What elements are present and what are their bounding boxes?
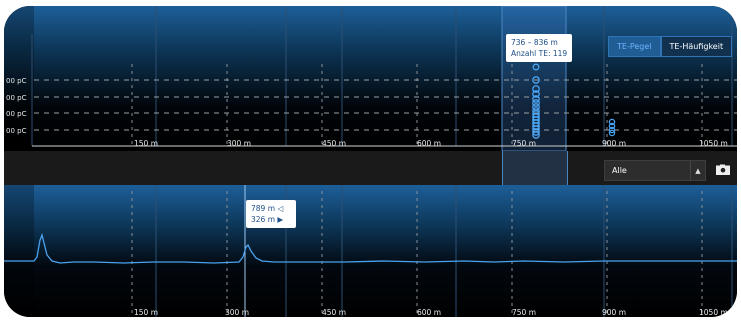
x-tick-label: 750 m — [512, 139, 536, 148]
vertical-minor-grid — [131, 64, 703, 146]
filter-dropdown[interactable]: Alle ▲ — [604, 160, 706, 181]
y-tick-label: 00 pC — [6, 110, 27, 118]
filter-value: Alle — [612, 166, 627, 175]
pd-level-plot: 00 pC 00 pC 00 pC 00 pC 150 m 300 m 450 … — [6, 6, 737, 151]
x-tick-label: 600 m — [417, 139, 441, 148]
triangle-right-icon[interactable]: ▶ — [277, 215, 284, 224]
pd-point — [608, 118, 616, 126]
y-tick-label: 00 pC — [6, 94, 27, 102]
pd-point — [532, 85, 540, 93]
selection-range: 736 – 836 m — [511, 38, 558, 47]
cursor-tooltip: 789 m ◁ 326 m ▶ — [246, 200, 296, 228]
x-tick-label: 150 m — [134, 308, 158, 317]
x-tick-label: 900 m — [602, 139, 626, 148]
x-tick-label: 900 m — [602, 308, 626, 317]
x-tick-label: 450 m — [322, 139, 346, 148]
x-tick-label: 600 m — [417, 308, 441, 317]
camera-icon[interactable] — [716, 164, 730, 175]
pd-point — [532, 63, 540, 71]
signal-trace-chart[interactable]: 150 m 300 m 450 m 600 m 750 m 900 m 1050… — [4, 185, 737, 317]
signal-trace-plot: 150 m 300 m 450 m 600 m 750 m 900 m 1050… — [4, 185, 737, 317]
pd-point — [532, 90, 540, 98]
selection-count: Anzahl TE: 119 — [511, 49, 568, 58]
horizontal-grid — [34, 79, 737, 131]
vertical-grid — [155, 185, 733, 317]
x-tick-label: 150 m — [134, 139, 158, 148]
selection-band-extension — [502, 151, 568, 185]
x-tick-label: 300 m — [225, 308, 249, 317]
pd-point — [608, 126, 616, 134]
pd-scatter — [532, 63, 616, 139]
pd-point — [608, 129, 616, 137]
signal-trace — [4, 232, 737, 264]
pd-point — [608, 122, 616, 130]
triangle-left-icon[interactable]: ◁ — [277, 204, 284, 213]
cursor-right-row[interactable]: 326 m ▶ — [251, 214, 291, 225]
pd-level-chart[interactable]: 00 pC 00 pC 00 pC 00 pC 150 m 300 m 450 … — [4, 6, 737, 151]
x-tick-label: 300 m — [227, 139, 251, 148]
tab-pd-frequency[interactable]: TE-Häufigkeit — [660, 36, 733, 57]
cursor-left-value: 789 m — [251, 204, 276, 213]
x-tick-label: 750 m — [512, 308, 536, 317]
cursor-left-row[interactable]: 789 m ◁ — [251, 203, 291, 214]
vertical-grid — [31, 6, 733, 146]
y-axis-area — [4, 185, 34, 317]
y-tick-label: 00 pC — [6, 127, 27, 135]
x-tick-label: 1050 m — [699, 308, 728, 317]
x-tick-label: 1050 m — [699, 139, 728, 148]
pd-point — [532, 99, 540, 107]
pd-point — [532, 131, 540, 139]
y-axis-area — [4, 6, 34, 151]
triangle-up-icon[interactable]: ▲ — [690, 161, 705, 180]
pd-point — [532, 128, 540, 136]
x-tick-label: 450 m — [322, 308, 346, 317]
tab-pd-level[interactable]: TE-Pegel — [608, 36, 661, 57]
chart-mode-toggle: TE-Pegel TE-Häufigkeit — [608, 36, 733, 57]
selection-tooltip: 736 – 836 m Anzahl TE: 119 — [506, 34, 573, 62]
vertical-minor-grid — [131, 191, 703, 317]
y-tick-label: 00 pC — [6, 77, 27, 85]
distance-view: 00 pC 00 pC 00 pC 00 pC 150 m 300 m 450 … — [4, 6, 737, 317]
cursor-right-value: 326 m — [251, 215, 276, 224]
pd-point — [532, 95, 540, 103]
pd-point — [532, 76, 540, 84]
